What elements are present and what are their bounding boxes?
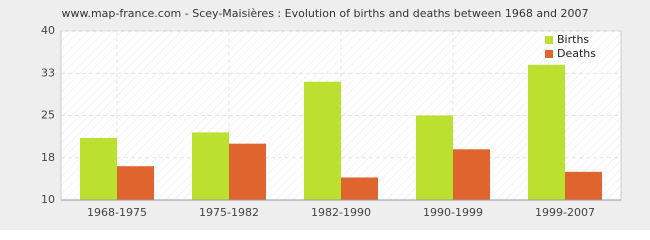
bar: [565, 171, 602, 200]
legend-swatch: [545, 36, 553, 44]
legend-label: Births: [557, 33, 589, 46]
bar: [192, 132, 229, 200]
y-tick-label: 40: [41, 24, 55, 37]
legend-swatch: [545, 50, 553, 58]
chart-title: www.map-france.com - Scey-Maisières : Ev…: [61, 7, 588, 20]
y-tick-label: 33: [41, 66, 55, 79]
bar: [117, 166, 154, 200]
x-tick-label: 1999-2007: [535, 206, 595, 219]
x-tick-label: 1975-1982: [199, 206, 259, 219]
legend-label: Deaths: [557, 47, 596, 60]
bar: [528, 64, 565, 200]
bar: [304, 81, 341, 200]
bar: [453, 149, 490, 200]
y-tick-label: 18: [41, 151, 55, 164]
x-tick-label: 1968-1975: [87, 206, 147, 219]
y-tick-label: 25: [41, 109, 55, 122]
y-tick-label: 10: [41, 193, 55, 206]
x-tick-label: 1982-1990: [311, 206, 371, 219]
bar: [341, 177, 378, 200]
bar: [80, 138, 117, 200]
bar: [229, 143, 266, 200]
chart: www.map-france.com - Scey-Maisières : Ev…: [0, 0, 650, 230]
bar: [416, 115, 453, 200]
x-tick-label: 1990-1999: [423, 206, 483, 219]
